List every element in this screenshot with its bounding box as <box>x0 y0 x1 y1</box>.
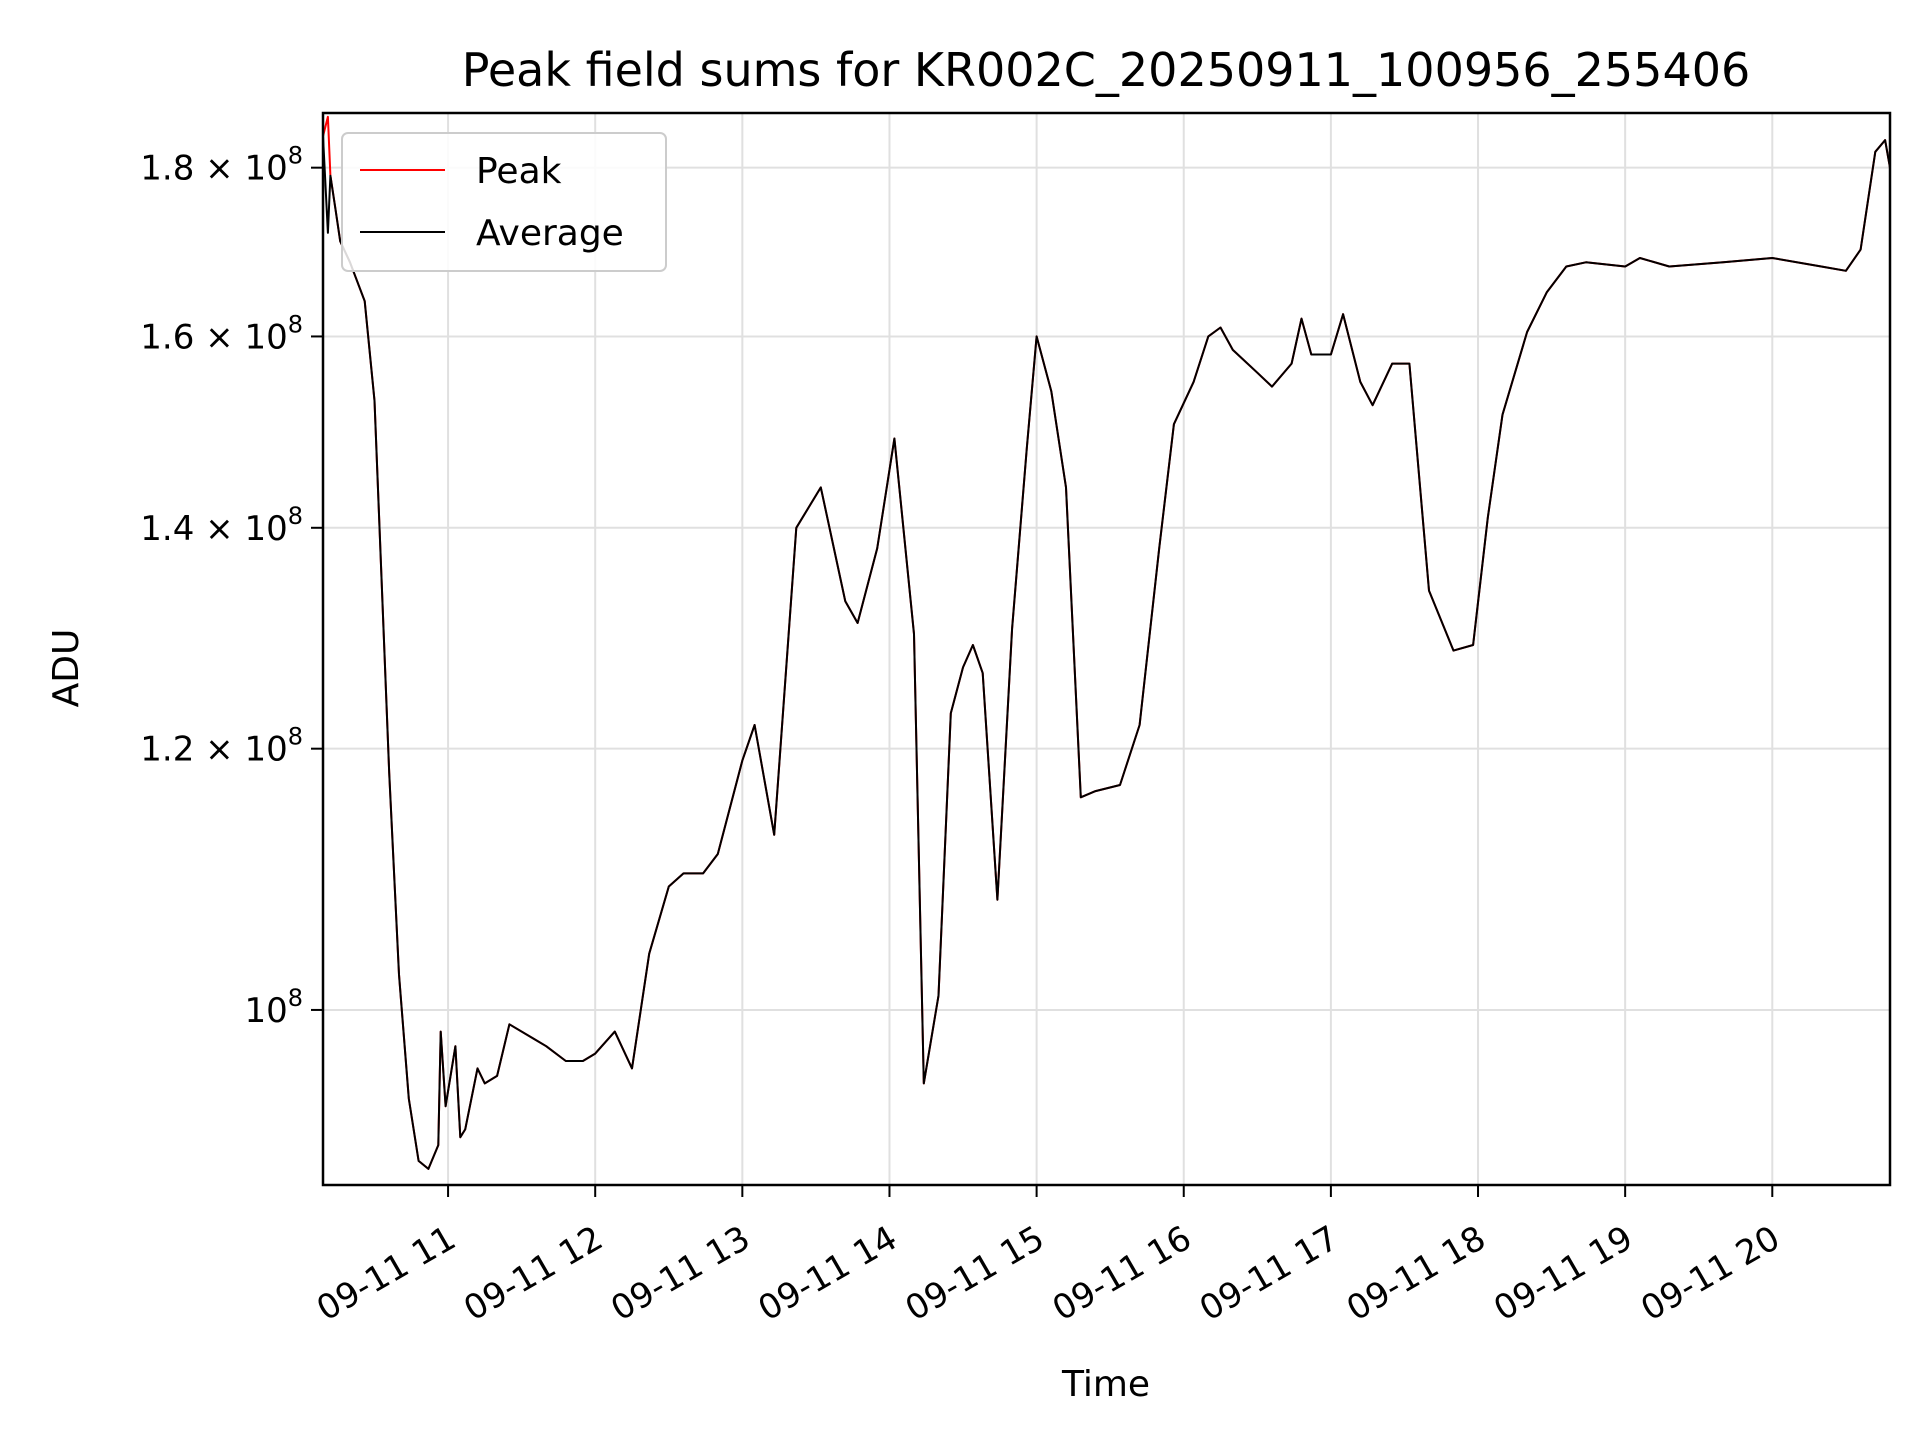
series-line-average <box>322 136 1891 1170</box>
chart-title: Peak field sums for KR002C_20250911_1009… <box>462 43 1751 97</box>
y-tick-label: 1.8 × 108 <box>140 142 303 189</box>
legend-box <box>341 132 667 272</box>
y-tick-label: 1.6 × 108 <box>140 310 303 357</box>
y-tick-label: 1.2 × 108 <box>140 723 303 770</box>
y-tick-label: 108 <box>244 984 303 1031</box>
y-axis-label: ADU <box>46 629 87 708</box>
legend: Peak Average <box>341 132 667 272</box>
legend-label-peak: Peak <box>476 151 562 192</box>
x-axis-label: Time <box>1061 1364 1150 1405</box>
grid <box>323 113 1890 1185</box>
legend-label-average: Average <box>476 213 624 254</box>
y-axis-ticks: 108 1.2 × 108 1.4 × 108 1.6 × 108 1.8 × 108 <box>140 142 323 1031</box>
plot-frame <box>321 111 1892 1187</box>
series-lines <box>322 115 1891 1170</box>
y-tick-label: 1.4 × 108 <box>140 502 303 549</box>
